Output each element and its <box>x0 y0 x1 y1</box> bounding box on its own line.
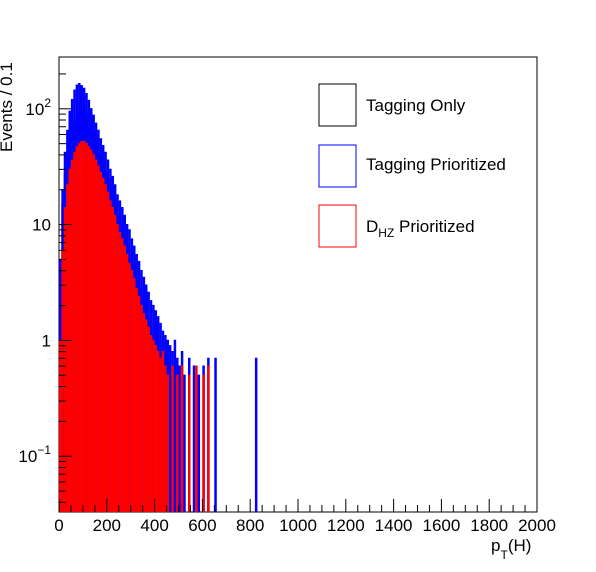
y-tick-label: 102 <box>25 96 51 119</box>
x-tick-label: 0 <box>54 516 63 535</box>
histogram-bin <box>141 306 142 512</box>
histogram-bin <box>143 314 144 512</box>
histogram-bin <box>124 246 125 512</box>
histogram-bin <box>129 264 130 512</box>
legend-label-dhz-sub: HZ <box>378 226 394 240</box>
histogram-bin <box>74 152 75 512</box>
legend-label-dhz-main: D <box>366 217 378 236</box>
histogram-bin <box>146 320 147 512</box>
histogram-bin <box>167 375 168 512</box>
histogram-bin <box>103 179 104 512</box>
histogram-bin <box>196 366 197 512</box>
histogram-bin <box>165 366 166 512</box>
histogram-bin <box>155 346 156 512</box>
x-tick-label: 1400 <box>375 516 413 535</box>
y-tick-label: 1 <box>42 331 51 350</box>
x-axis-title-main: p <box>491 536 500 555</box>
histogram-bin <box>174 340 175 512</box>
histogram-bin <box>215 358 216 512</box>
histogram-bin <box>193 366 194 512</box>
x-axis-title-suffix: (H) <box>508 536 532 555</box>
histogram-bin <box>79 144 80 512</box>
histogram-bin <box>76 147 77 512</box>
legend-label-dhz-prioritized: DHZ Prioritized <box>366 217 475 240</box>
histogram-bin <box>160 358 161 512</box>
histogram-bin <box>115 215 116 512</box>
x-tick-label: 400 <box>140 516 168 535</box>
x-tick-label: 1600 <box>422 516 460 535</box>
histogram-bin <box>170 346 171 512</box>
histogram-bin <box>198 375 199 512</box>
histogram-bin <box>136 289 137 512</box>
legend-swatch-tagging-only <box>319 84 356 126</box>
histogram-bin <box>256 358 257 512</box>
histogram-bin <box>127 255 128 512</box>
histogram-bin <box>134 279 135 512</box>
histogram-bin <box>131 271 132 512</box>
x-tick-label: 2000 <box>518 516 556 535</box>
histogram-bin <box>107 192 108 512</box>
histogram-bin <box>148 327 149 512</box>
x-axis-title: pT(H) <box>491 536 531 562</box>
y-axis-title: Events / 0.1 <box>0 62 16 152</box>
histogram-bin <box>81 142 82 512</box>
histogram-bin <box>184 375 185 512</box>
histogram-bin <box>158 352 159 512</box>
legend-swatch-tagging-prioritized <box>319 145 356 187</box>
series-2 <box>60 142 209 512</box>
x-tick-label: 1200 <box>327 516 365 535</box>
histogram-bin <box>62 250 63 512</box>
histogram-bin <box>98 166 99 512</box>
histogram-bin <box>138 296 139 512</box>
histogram-bin <box>150 336 151 512</box>
histogram-bin <box>162 352 163 512</box>
histogram-bin <box>112 208 113 512</box>
x-tick-label: 1000 <box>279 516 317 535</box>
histogram-bin <box>208 366 209 512</box>
legend-label-dhz-rest: Prioritized <box>394 217 474 236</box>
histogram-bin <box>119 233 120 512</box>
legend: Tagging Only Tagging Prioritized DHZ Pri… <box>319 84 506 247</box>
histogram-bin <box>95 160 96 512</box>
legend-swatch-dhz-prioritized <box>319 205 356 247</box>
histogram-bin <box>179 366 180 512</box>
histogram-bin <box>122 239 123 512</box>
histogram-bin <box>110 201 111 512</box>
legend-label-tagging-prioritized: Tagging Prioritized <box>366 155 506 174</box>
histogram-bin <box>117 225 118 512</box>
histogram-bin <box>93 155 94 512</box>
x-tick-label: 600 <box>188 516 216 535</box>
x-tick-label: 1800 <box>470 516 508 535</box>
histogram-bin <box>153 340 154 512</box>
x-tick-label: 800 <box>236 516 264 535</box>
histogram-bin <box>105 185 106 512</box>
histogram-bin <box>172 366 173 512</box>
histogram-bin <box>203 375 204 512</box>
y-tick-label: 10 <box>32 216 51 235</box>
histogram-bin <box>177 375 178 512</box>
histogram-bin <box>64 208 65 512</box>
y-tick-label: 10−1 <box>18 443 51 466</box>
histogram-bin <box>86 144 87 512</box>
legend-label-tagging-only: Tagging Only <box>366 96 466 115</box>
histogram-bin <box>100 173 101 512</box>
histogram-bin <box>72 160 73 512</box>
histogram-bin <box>91 150 92 512</box>
histogram-bin <box>83 142 84 512</box>
histogram-bin <box>181 366 182 512</box>
histogram-bin <box>189 375 190 512</box>
series-layer <box>60 84 257 512</box>
x-tick-label: 200 <box>93 516 121 535</box>
histogram-bin <box>88 147 89 512</box>
histogram-bin <box>67 185 68 512</box>
